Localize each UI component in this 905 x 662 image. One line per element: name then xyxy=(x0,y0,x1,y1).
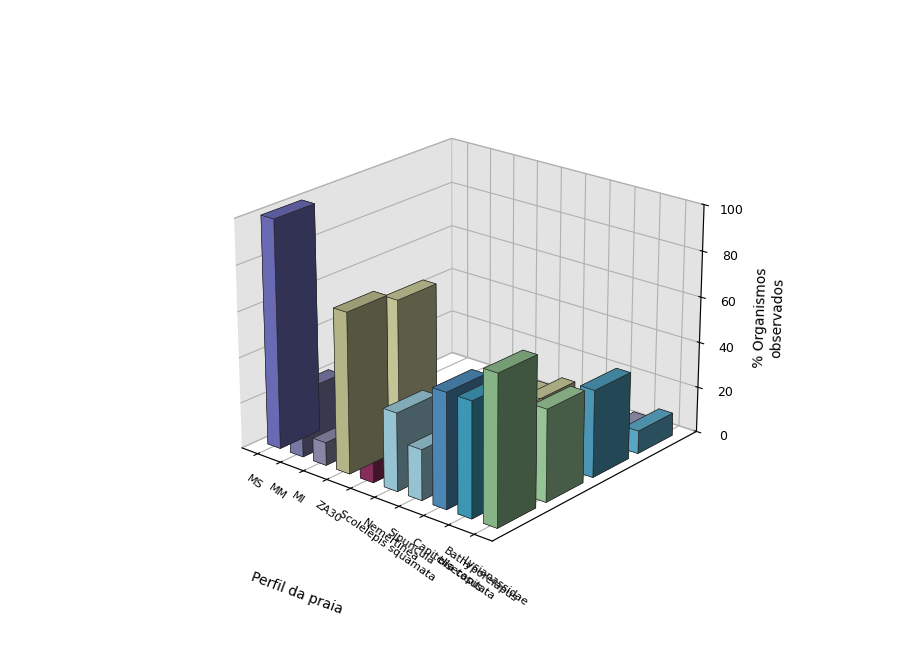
X-axis label: Perfil da praia: Perfil da praia xyxy=(249,570,344,617)
